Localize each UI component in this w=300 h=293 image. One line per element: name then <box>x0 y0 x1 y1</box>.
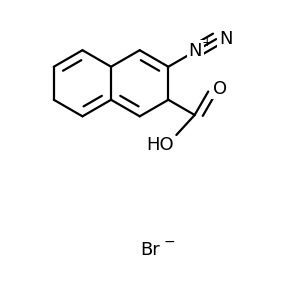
Text: N: N <box>188 42 202 60</box>
Text: +: + <box>202 36 213 49</box>
Text: Br: Br <box>140 241 160 259</box>
Text: N: N <box>219 30 232 48</box>
Text: O: O <box>212 80 227 98</box>
Text: −: − <box>164 235 176 249</box>
Text: HO: HO <box>146 137 173 154</box>
